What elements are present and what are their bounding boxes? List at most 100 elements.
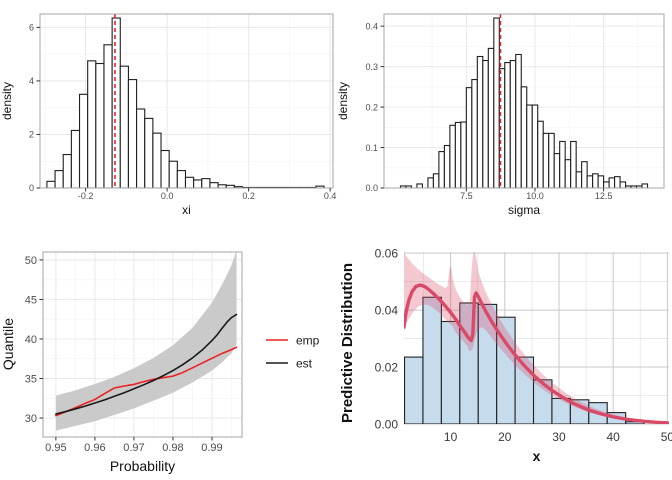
x-tick-label: 10.0 [526, 191, 544, 201]
legend-label-emp: emp [296, 333, 320, 347]
x-tick-label: 7.5 [460, 191, 473, 201]
histogram-bar [160, 149, 170, 188]
y-tick-label: 0.06 [375, 246, 399, 260]
panel-border [42, 251, 243, 438]
x-axis-title: sigma [508, 203, 540, 217]
histogram-bar [54, 170, 64, 188]
histogram-bar [315, 185, 325, 188]
histogram-bar [592, 173, 599, 188]
panel-xi: -0.2 0.0 0.2 0.4 0 2 4 6 xi density [0, 0, 336, 240]
histogram-bar [127, 79, 138, 188]
emp-line [55, 346, 238, 417]
y-tick-label: 0 [29, 183, 34, 193]
y-axis-title: density [0, 82, 14, 120]
panel-border [383, 13, 665, 189]
legend-label-est: est [296, 356, 313, 370]
y-tick-label: 6 [29, 23, 34, 33]
y-tick-label: 40 [25, 334, 37, 346]
data-layer [404, 252, 669, 424]
x-axis-title: x [533, 448, 541, 464]
histogram-bar [570, 140, 577, 188]
histogram-bar [548, 132, 555, 188]
histogram-bar [553, 153, 561, 188]
y-tick-label: 50 [25, 255, 37, 267]
histogram-bar [537, 120, 544, 188]
predictive-distribution-chart: 10 20 30 40 50 0.00 0.02 0.04 0.06 x Predictive Di… [339, 246, 672, 464]
histogram-bar [520, 86, 528, 188]
histogram-bar [46, 180, 56, 188]
x-tick-label: 0.98 [162, 442, 183, 454]
y-tick-label: 0.04 [375, 303, 399, 317]
histogram-bar [493, 17, 500, 188]
histogram-bar [184, 176, 195, 188]
quantile-plot-chart: 0.95 0.96 0.97 0.98 0.99 30 35 40 45 50 Probabilit… [0, 251, 320, 474]
x-tick-label: 0.96 [84, 442, 105, 454]
histogram-bar [432, 173, 440, 188]
histogram-bar [440, 320, 461, 424]
histogram-bar [87, 60, 97, 188]
y-tick-label: 0.2 [365, 102, 378, 112]
histogram-bar [564, 159, 572, 188]
y-tick-label: 0.1 [365, 143, 378, 153]
histogram-bar [111, 17, 121, 188]
sigma-histogram-chart: 7.5 10.0 12.5 0.0 0.1 0.2 0.3 0.4 sigma density [336, 13, 665, 217]
histogram-bar [608, 177, 616, 188]
est-line [55, 313, 238, 415]
histogram-bar [405, 185, 413, 188]
histogram-bar [619, 181, 627, 188]
histogram-bar [422, 296, 442, 424]
histogram-bar [460, 121, 467, 188]
data-layer [399, 14, 649, 188]
histogram-bar [201, 178, 211, 188]
histogram-bar [152, 132, 162, 188]
x-tick-label: 30 [552, 430, 566, 444]
y-axis-title: Quantile [0, 318, 16, 370]
histogram-bar [443, 144, 451, 188]
y-tick-label: 0.4 [365, 21, 378, 31]
y-tick-label: 0.00 [375, 417, 399, 431]
histogram-bar [526, 104, 533, 188]
panel-sigma: 7.5 10.0 12.5 0.0 0.1 0.2 0.3 0.4 sigma density [336, 0, 672, 240]
histogram-bar [641, 183, 649, 188]
histogram-bar [144, 117, 154, 188]
histogram-bar [416, 183, 423, 188]
histogram-bar [476, 55, 484, 188]
histogram-bar [168, 160, 178, 188]
histogram-bar [427, 177, 434, 188]
panel-predictive-distribution: 10 20 30 40 50 0.00 0.02 0.04 0.06 x Predictive Di… [336, 240, 672, 480]
histogram-bar [62, 153, 72, 188]
x-axis-title: xi [182, 203, 191, 217]
y-tick-label: 35 [25, 373, 37, 385]
y-tick-label: 45 [25, 294, 37, 306]
histogram-bar [515, 53, 522, 188]
y-axis-title: Predictive Distribution [339, 263, 356, 423]
histogram-bar [438, 151, 445, 188]
histogram-bar [531, 104, 539, 188]
histogram-bar [487, 47, 495, 188]
y-tick-label: 0.0 [365, 183, 378, 193]
histogram-bar [454, 121, 462, 188]
histogram-bar [103, 44, 113, 188]
x-tick-label: 10 [444, 430, 458, 444]
histogram-bar [542, 132, 550, 188]
x-tick-label: 50 [661, 430, 672, 444]
x-tick-label: 0.0 [161, 191, 174, 201]
y-tick-label: 4 [29, 76, 34, 86]
histogram-bar [471, 79, 478, 188]
histogram-bar [614, 176, 621, 188]
x-tick-label: 0.95 [45, 442, 66, 454]
histogram-bar [119, 65, 129, 188]
histogram-bar [603, 181, 610, 188]
x-tick-label: 0.2 [242, 191, 255, 201]
histogram-bar [404, 356, 424, 424]
histogram-bar [70, 129, 81, 188]
histogram-bar [509, 59, 517, 188]
data-layer [55, 252, 238, 431]
histogram-bar [504, 62, 511, 188]
histogram-bar [176, 170, 187, 188]
histogram-bar [581, 161, 588, 188]
x-tick-label: 20 [498, 430, 512, 444]
histogram-bar [575, 171, 583, 188]
histogram-bar [586, 175, 594, 188]
